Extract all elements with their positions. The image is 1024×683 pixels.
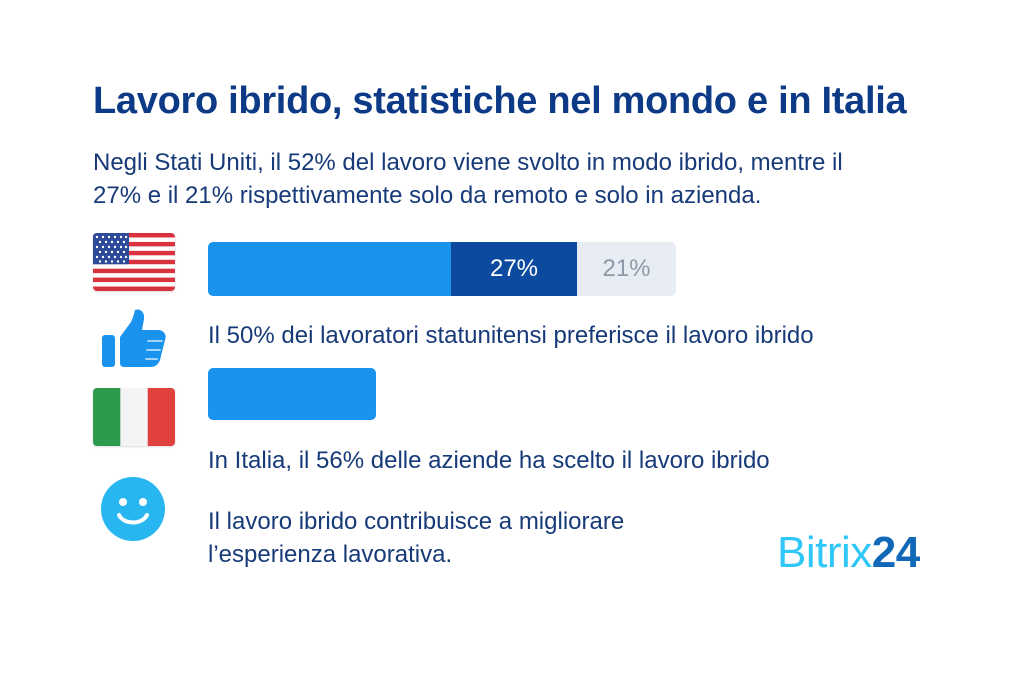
us-flag-icon (93, 233, 175, 291)
experience-line-1: Il lavoro ibrido contribuisce a migliora… (208, 508, 625, 535)
bar-label-remote: 27% (489, 255, 539, 282)
bar-label-office: 21% (602, 255, 651, 282)
italy-bar (208, 368, 376, 420)
italy-flag-icon (93, 388, 175, 446)
bitrix24-logo: Bitrix24 (777, 528, 920, 578)
bar-segment-remote: 27% (451, 242, 577, 296)
us-preference-statement: Il 50% dei lavoratori statunitensi prefe… (208, 322, 814, 349)
subtitle: Negli Stati Uniti, il 52% del lavoro vie… (93, 146, 933, 212)
subtitle-line-1: Negli Stati Uniti, il 52% del lavoro vie… (93, 149, 843, 176)
thumbs-up-icon (98, 308, 168, 370)
us-stacked-bar: 27% 21% (208, 242, 676, 296)
italy-statement: In Italia, il 56% delle aziende ha scelt… (208, 447, 770, 474)
page-title: Lavoro ibrido, statistiche nel mondo e i… (93, 80, 907, 122)
bar-segment-office: 21% (577, 242, 676, 296)
smiley-icon (100, 476, 166, 542)
subtitle-line-2: 27% e il 21% rispettivamente solo da rem… (93, 182, 762, 209)
logo-part-2: 24 (871, 528, 920, 577)
experience-line-2: l’esperienza lavorativa. (208, 541, 453, 568)
logo-part-1: Bitrix (777, 528, 872, 577)
experience-statement: Il lavoro ibrido contribuisce a migliora… (208, 505, 728, 571)
bar-segment-hybrid (208, 242, 451, 296)
